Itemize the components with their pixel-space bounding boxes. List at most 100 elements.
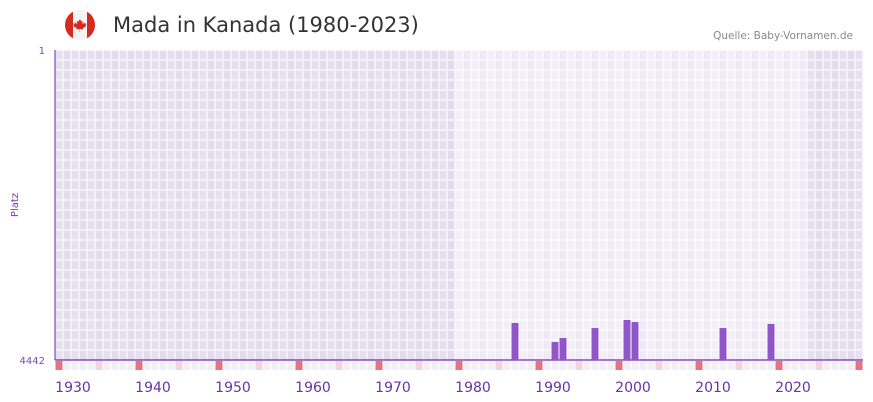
- grid-cell: [127, 320, 135, 330]
- grid-cell: [343, 320, 351, 330]
- grid-cell: [143, 60, 151, 70]
- grid-cell: [367, 190, 375, 200]
- grid-cell: [199, 240, 207, 250]
- grid-cell: [559, 270, 567, 280]
- year-marker: [383, 361, 391, 370]
- grid-cell: [719, 180, 727, 190]
- grid-cell: [151, 160, 159, 170]
- grid-cell: [487, 150, 495, 160]
- grid-cell: [63, 180, 71, 190]
- grid-cell: [383, 60, 391, 70]
- grid-cell: [55, 110, 63, 120]
- grid-cell: [159, 90, 167, 100]
- grid-cell: [263, 310, 271, 320]
- grid-cell: [615, 260, 623, 270]
- grid-cell: [815, 250, 823, 260]
- grid-cell: [847, 260, 855, 270]
- grid-cell: [767, 60, 775, 70]
- grid-cell: [215, 230, 223, 240]
- grid-cell: [575, 110, 583, 120]
- grid-cell: [847, 290, 855, 300]
- grid-cell: [527, 90, 535, 100]
- grid-cell: [575, 220, 583, 230]
- grid-cell: [687, 350, 695, 360]
- grid-cell: [823, 270, 831, 280]
- grid-cell: [463, 200, 471, 210]
- grid-cell: [311, 310, 319, 320]
- grid-cell: [807, 90, 815, 100]
- grid-cell: [335, 130, 343, 140]
- grid-cell: [463, 190, 471, 200]
- grid-cell: [63, 310, 71, 320]
- grid-cell: [799, 180, 807, 190]
- grid-cell: [399, 70, 407, 80]
- grid-cell: [71, 130, 79, 140]
- grid-cell: [511, 280, 519, 290]
- grid-cell: [351, 140, 359, 150]
- grid-cell: [199, 200, 207, 210]
- grid-cell: [367, 220, 375, 230]
- year-marker: [687, 361, 695, 370]
- grid-cell: [495, 260, 503, 270]
- grid-cell: [791, 70, 799, 80]
- grid-cell: [391, 320, 399, 330]
- grid-cell: [775, 160, 783, 170]
- grid-cell: [599, 110, 607, 120]
- grid-cell: [759, 100, 767, 110]
- grid-cell: [839, 110, 847, 120]
- grid-cell: [127, 210, 135, 220]
- year-marker: [623, 361, 631, 370]
- grid-cell: [479, 200, 487, 210]
- grid-cell: [455, 290, 463, 300]
- source-link[interactable]: Quelle: Baby-Vornamen.de: [713, 30, 853, 42]
- grid-cell: [127, 310, 135, 320]
- grid-cell: [527, 110, 535, 120]
- grid-cell: [79, 210, 87, 220]
- grid-cell: [647, 350, 655, 360]
- grid-cell: [719, 230, 727, 240]
- grid-cell: [815, 80, 823, 90]
- grid-cell: [463, 300, 471, 310]
- grid-cell: [783, 320, 791, 330]
- grid-cell: [591, 120, 599, 130]
- grid-cell: [511, 100, 519, 110]
- grid-cell: [359, 230, 367, 240]
- grid-cell: [607, 210, 615, 220]
- grid-cell: [711, 240, 719, 250]
- grid-cell: [71, 80, 79, 90]
- grid-cell: [143, 240, 151, 250]
- grid-cell: [711, 210, 719, 220]
- grid-cell: [559, 60, 567, 70]
- grid-cell: [447, 340, 455, 350]
- grid-cell: [279, 350, 287, 360]
- grid-cell: [511, 190, 519, 200]
- grid-cell: [135, 120, 143, 130]
- grid-cell: [503, 100, 511, 110]
- grid-cell: [823, 160, 831, 170]
- year-marker: [727, 361, 735, 370]
- grid-cell: [847, 170, 855, 180]
- grid-cell: [543, 340, 551, 350]
- grid-cell: [63, 280, 71, 290]
- grid-cell: [391, 200, 399, 210]
- grid-cell: [711, 70, 719, 80]
- grid-cell: [295, 210, 303, 220]
- grid-cell: [759, 290, 767, 300]
- grid-cell: [583, 310, 591, 320]
- grid-cell: [255, 80, 263, 90]
- grid-cell: [127, 300, 135, 310]
- grid-cell: [775, 270, 783, 280]
- grid-cell: [447, 200, 455, 210]
- grid-cell: [295, 200, 303, 210]
- grid-cell: [703, 320, 711, 330]
- grid-cell: [759, 90, 767, 100]
- grid-cell: [639, 130, 647, 140]
- grid-cell: [487, 170, 495, 180]
- grid-cell: [111, 140, 119, 150]
- grid-cell: [111, 70, 119, 80]
- grid-cell: [87, 200, 95, 210]
- grid-cell: [327, 90, 335, 100]
- grid-cell: [151, 90, 159, 100]
- grid-cell: [375, 280, 383, 290]
- grid-cell: [359, 190, 367, 200]
